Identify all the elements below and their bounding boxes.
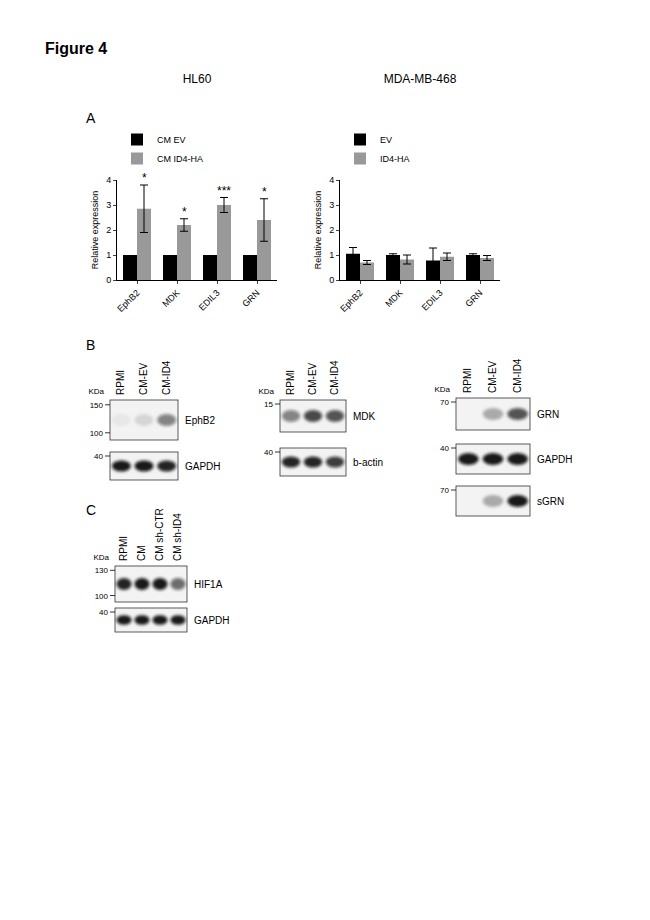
svg-text:0: 0: [106, 275, 111, 285]
svg-text:CM EV: CM EV: [157, 135, 186, 145]
svg-text:CM-EV: CM-EV: [487, 360, 498, 393]
svg-text:CM: CM: [136, 545, 147, 561]
svg-text:GAPDH: GAPDH: [194, 615, 230, 626]
svg-text:CM-EV: CM-EV: [138, 362, 149, 395]
svg-text:4: 4: [106, 175, 111, 185]
svg-text:3: 3: [329, 200, 334, 210]
svg-text:3: 3: [106, 200, 111, 210]
svg-text:2: 2: [106, 225, 111, 235]
svg-text:CM sh-CTR: CM sh-CTR: [154, 508, 165, 561]
svg-text:A: A: [86, 110, 96, 126]
svg-text:1: 1: [106, 250, 111, 260]
svg-text:RPMI: RPMI: [285, 370, 296, 395]
svg-text:CM-ID4: CM-ID4: [512, 358, 523, 393]
svg-text:1: 1: [329, 250, 334, 260]
svg-text:MDK: MDK: [353, 411, 376, 422]
svg-text:EV: EV: [380, 135, 392, 145]
svg-text:40: 40: [99, 608, 108, 617]
svg-text:C: C: [86, 502, 96, 518]
svg-text:MDK: MDK: [383, 288, 404, 309]
svg-text:Relative expression: Relative expression: [313, 191, 323, 270]
svg-text:EphB2: EphB2: [115, 288, 141, 314]
svg-text:130: 130: [95, 566, 109, 575]
svg-text:0: 0: [329, 275, 334, 285]
svg-text:ID4-HA: ID4-HA: [380, 154, 410, 164]
svg-text:KDa: KDa: [258, 387, 274, 396]
svg-text:2: 2: [329, 225, 334, 235]
svg-text:70: 70: [440, 398, 449, 407]
svg-text:4: 4: [329, 175, 334, 185]
svg-text:EphB2: EphB2: [185, 415, 215, 426]
svg-text:GRN: GRN: [537, 409, 559, 420]
svg-text:*: *: [262, 185, 267, 199]
svg-text:MDK: MDK: [160, 288, 181, 309]
svg-text:CM sh-ID4: CM sh-ID4: [172, 513, 183, 561]
svg-text:B: B: [86, 337, 95, 353]
svg-text:GRN: GRN: [463, 288, 484, 309]
svg-text:Figure 4: Figure 4: [45, 40, 107, 57]
svg-text:KDa: KDa: [88, 387, 104, 396]
svg-text:***: ***: [217, 184, 231, 198]
svg-text:40: 40: [440, 444, 449, 453]
svg-text:HL60: HL60: [183, 72, 212, 86]
svg-text:100: 100: [90, 429, 104, 438]
svg-text:70: 70: [440, 486, 449, 495]
svg-text:CM-ID4: CM-ID4: [329, 360, 340, 395]
svg-text:GRN: GRN: [240, 288, 261, 309]
svg-text:*: *: [182, 205, 187, 219]
svg-text:CM-ID4: CM-ID4: [161, 360, 172, 395]
svg-text:CM-EV: CM-EV: [307, 362, 318, 395]
svg-text:RPMI: RPMI: [462, 368, 473, 393]
svg-text:RPMI: RPMI: [118, 536, 129, 561]
svg-text:EDIL3: EDIL3: [197, 288, 222, 313]
svg-text:15: 15: [264, 400, 273, 409]
svg-text:150: 150: [90, 401, 104, 410]
svg-text:*: *: [142, 171, 147, 185]
svg-text:b-actin: b-actin: [353, 457, 383, 468]
svg-text:100: 100: [95, 592, 109, 601]
svg-text:RPMI: RPMI: [115, 370, 126, 395]
svg-text:40: 40: [264, 448, 273, 457]
svg-text:MDA-MB-468: MDA-MB-468: [384, 72, 457, 86]
svg-text:Relative expression: Relative expression: [90, 191, 100, 270]
svg-text:EphB2: EphB2: [338, 288, 364, 314]
svg-text:KDa: KDa: [93, 553, 109, 562]
svg-text:40: 40: [94, 452, 103, 461]
svg-text:GAPDH: GAPDH: [185, 461, 221, 472]
svg-text:sGRN: sGRN: [537, 496, 564, 507]
svg-text:EDIL3: EDIL3: [420, 288, 445, 313]
svg-text:KDa: KDa: [434, 385, 450, 394]
svg-text:CM ID4-HA: CM ID4-HA: [157, 154, 203, 164]
svg-text:HIF1A: HIF1A: [194, 579, 223, 590]
svg-text:GAPDH: GAPDH: [537, 454, 573, 465]
